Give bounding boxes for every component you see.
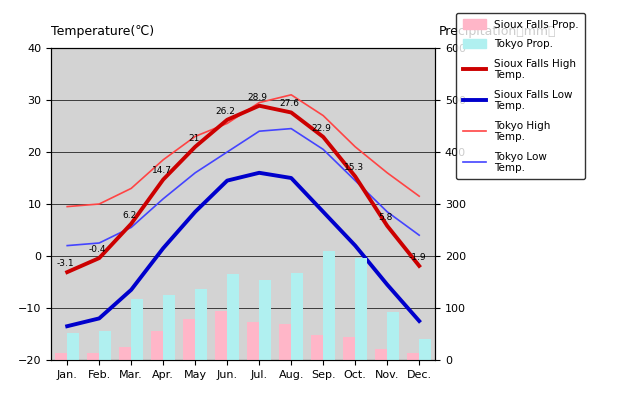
Tokyo High
Temp. <box>287 92 295 97</box>
Tokyo Low
Temp. <box>63 243 71 248</box>
Text: 14.7: 14.7 <box>152 166 172 175</box>
Sioux Falls High
Temp. <box>319 134 327 139</box>
Bar <box>311 334 323 360</box>
Bar <box>323 251 335 360</box>
Tokyo Low
Temp. <box>223 150 231 154</box>
Bar <box>375 348 387 360</box>
Tokyo Low
Temp. <box>287 126 295 131</box>
Bar <box>387 312 399 360</box>
Tokyo Low
Temp. <box>319 147 327 152</box>
Sioux Falls High
Temp. <box>191 144 199 149</box>
Tokyo High
Temp. <box>415 194 423 198</box>
Bar <box>279 324 291 360</box>
Tokyo High
Temp. <box>255 100 263 105</box>
Bar <box>259 280 271 360</box>
Tokyo High
Temp. <box>191 134 199 139</box>
Sioux Falls High
Temp. <box>223 117 231 122</box>
Sioux Falls High
Temp. <box>415 264 423 268</box>
Tokyo High
Temp. <box>63 204 71 209</box>
Tokyo Low
Temp. <box>255 129 263 134</box>
Bar <box>119 347 131 360</box>
Tokyo High
Temp. <box>95 202 103 206</box>
Tokyo High
Temp. <box>223 121 231 126</box>
Tokyo Low
Temp. <box>191 170 199 175</box>
Sioux Falls Low
Temp. <box>63 324 71 329</box>
Bar <box>343 337 355 360</box>
Sioux Falls High
Temp. <box>287 110 295 115</box>
Sioux Falls High
Temp. <box>255 103 263 108</box>
Sioux Falls High
Temp. <box>95 256 103 260</box>
Sioux Falls Low
Temp. <box>127 287 135 292</box>
Sioux Falls Low
Temp. <box>223 178 231 183</box>
Sioux Falls Low
Temp. <box>351 243 359 248</box>
Text: -1.9: -1.9 <box>409 253 426 262</box>
Sioux Falls High
Temp. <box>159 177 167 182</box>
Text: 22.9: 22.9 <box>312 124 332 133</box>
Text: 5.8: 5.8 <box>378 213 393 222</box>
Sioux Falls Low
Temp. <box>255 170 263 175</box>
Text: 21: 21 <box>188 134 199 143</box>
Sioux Falls Low
Temp. <box>159 246 167 250</box>
Text: -3.1: -3.1 <box>57 259 74 268</box>
Tokyo High
Temp. <box>127 186 135 191</box>
Bar <box>151 331 163 360</box>
Tokyo Low
Temp. <box>351 178 359 183</box>
Bar <box>247 322 259 360</box>
Sioux Falls Low
Temp. <box>319 210 327 214</box>
Text: 26.2: 26.2 <box>216 107 236 116</box>
Sioux Falls Low
Temp. <box>191 210 199 214</box>
Tokyo Low
Temp. <box>415 233 423 238</box>
Tokyo High
Temp. <box>351 144 359 149</box>
Legend: Sioux Falls Prop., Tokyo Prop., Sioux Falls High
Temp., Sioux Falls Low
Temp., T: Sioux Falls Prop., Tokyo Prop., Sioux Fa… <box>456 13 585 180</box>
Bar <box>99 331 111 360</box>
Bar <box>291 273 303 360</box>
Sioux Falls Low
Temp. <box>415 318 423 323</box>
Sioux Falls High
Temp. <box>127 221 135 226</box>
Text: Temperature(℃): Temperature(℃) <box>51 25 154 38</box>
Line: Tokyo Low
Temp.: Tokyo Low Temp. <box>67 129 419 246</box>
Line: Sioux Falls Low
Temp.: Sioux Falls Low Temp. <box>67 173 419 326</box>
Bar <box>87 353 99 360</box>
Tokyo Low
Temp. <box>95 240 103 245</box>
Tokyo High
Temp. <box>159 157 167 162</box>
Bar <box>355 258 367 360</box>
Text: 27.6: 27.6 <box>280 99 300 108</box>
Sioux Falls High
Temp. <box>63 270 71 274</box>
Tokyo High
Temp. <box>319 113 327 118</box>
Bar <box>227 274 239 360</box>
Text: 28.9: 28.9 <box>248 92 268 102</box>
Tokyo Low
Temp. <box>127 225 135 230</box>
Text: -0.4: -0.4 <box>89 245 106 254</box>
Bar <box>183 319 195 360</box>
Line: Tokyo High
Temp.: Tokyo High Temp. <box>67 95 419 206</box>
Sioux Falls Low
Temp. <box>95 316 103 321</box>
Tokyo Low
Temp. <box>159 196 167 201</box>
Bar <box>67 333 79 360</box>
Sioux Falls High
Temp. <box>351 174 359 179</box>
Text: Precipitation（mm）: Precipitation（mm） <box>438 25 556 38</box>
Bar <box>215 311 227 360</box>
Bar <box>419 339 431 360</box>
Text: 6.2: 6.2 <box>122 210 137 220</box>
Bar <box>55 353 67 360</box>
Tokyo Low
Temp. <box>383 210 391 214</box>
Bar <box>195 289 207 360</box>
Line: Sioux Falls High
Temp.: Sioux Falls High Temp. <box>67 106 419 272</box>
Bar <box>163 295 175 360</box>
Bar <box>131 299 143 360</box>
Tokyo High
Temp. <box>383 170 391 175</box>
Sioux Falls High
Temp. <box>383 224 391 228</box>
Text: 15.3: 15.3 <box>344 163 364 172</box>
Bar <box>407 353 419 360</box>
Sioux Falls Low
Temp. <box>287 176 295 180</box>
Sioux Falls Low
Temp. <box>383 282 391 287</box>
